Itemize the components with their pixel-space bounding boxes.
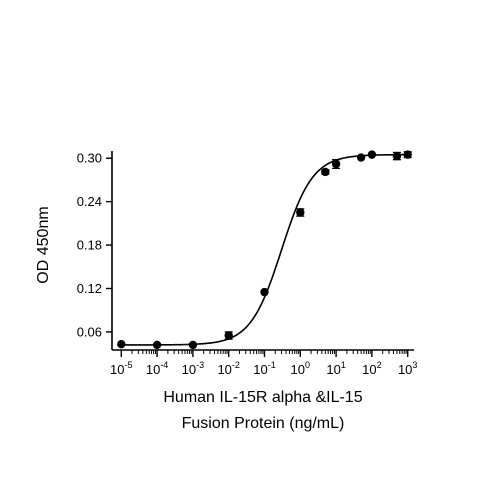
data-point [152, 340, 162, 350]
data-point [392, 151, 402, 161]
x-tick-label: 10-4 [146, 360, 168, 377]
y-tick-label: 0.30 [77, 151, 102, 166]
fit-curve-layer [121, 153, 408, 346]
data-point [356, 153, 366, 162]
y-axis-title: OD 450nm [35, 206, 52, 283]
x-tick-label: 10-5 [110, 360, 132, 377]
x-tick-label: 102 [362, 360, 381, 377]
data-point [403, 150, 412, 159]
data-point [321, 167, 330, 177]
x-tick-label: 101 [326, 360, 345, 377]
x-tick-label: 10-1 [253, 360, 275, 377]
x-tick-label: 10-3 [182, 360, 204, 377]
data-point [188, 340, 198, 350]
x-tick-label: 103 [398, 360, 417, 377]
data-point [224, 331, 233, 340]
x-axis-title-line2: Fusion Protein (ng/mL) [182, 415, 345, 432]
data-point [117, 340, 126, 349]
tick-labels-layer: 0.06 0.12 0.18 0.24 0.30 10-5 10-4 10-3 10-2 10-1… [77, 151, 418, 377]
data-point [331, 159, 341, 169]
y-tick-label: 0.12 [77, 281, 102, 296]
data-point [367, 150, 377, 159]
y-tick-label: 0.18 [77, 238, 102, 253]
data-point [260, 287, 269, 297]
y-tick-label: 0.24 [77, 194, 102, 209]
data-points-layer [117, 150, 412, 350]
x-tick-label: 10-2 [217, 360, 239, 377]
x-axis-title-line1: Human IL-15R alpha &IL-15 [163, 389, 362, 406]
data-point [296, 208, 305, 217]
y-tick-label: 0.06 [77, 324, 102, 339]
axes [106, 151, 414, 357]
fit-curve [121, 153, 408, 346]
x-tick-label: 100 [291, 360, 310, 377]
